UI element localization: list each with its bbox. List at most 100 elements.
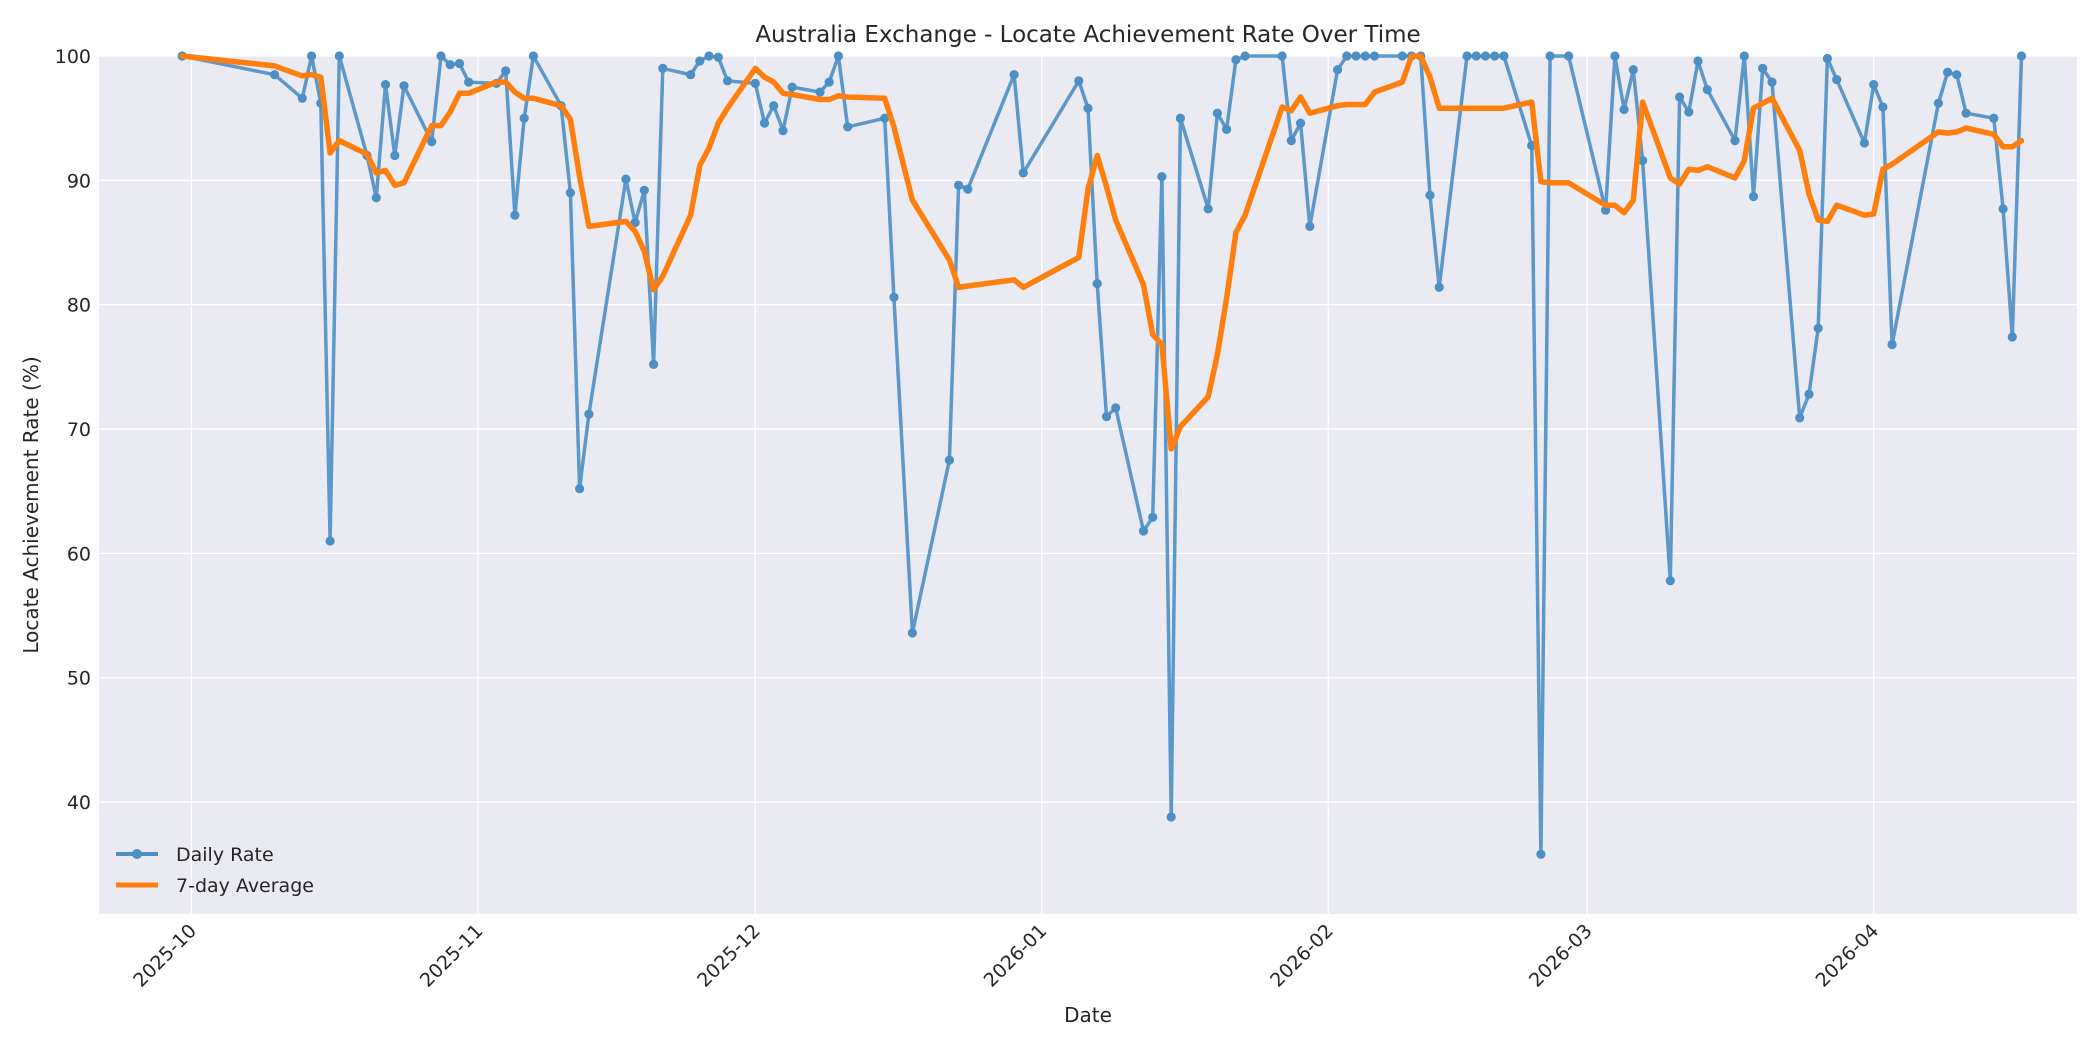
data-point	[1943, 67, 1953, 77]
data-point	[307, 51, 317, 61]
data-point	[649, 359, 659, 369]
data-point	[1804, 389, 1814, 399]
legend-marker-daily-rate	[132, 849, 142, 859]
data-point	[1739, 51, 1749, 61]
data-point	[1360, 51, 1370, 61]
data-point	[528, 51, 539, 61]
data-point	[787, 82, 797, 92]
legend-label-7-day-average: 7-day Average	[176, 875, 314, 897]
data-point	[1684, 107, 1694, 117]
data-point	[1638, 155, 1648, 166]
data-point	[1887, 339, 1897, 350]
data-point	[954, 180, 964, 190]
data-point	[1989, 113, 1999, 123]
data-point	[1702, 85, 1712, 95]
data-point	[454, 58, 465, 69]
data-point	[325, 536, 335, 546]
y-axis-label: Locate Achievement Rate (%)	[19, 356, 43, 653]
data-point	[907, 628, 918, 638]
data-point	[1333, 65, 1343, 75]
data-point	[713, 52, 723, 62]
data-point	[1813, 323, 1823, 333]
data-point	[963, 184, 973, 194]
data-point	[1499, 51, 1509, 61]
data-point	[510, 210, 520, 220]
data-point	[1471, 51, 1481, 61]
data-point	[1425, 190, 1435, 200]
data-point	[565, 188, 576, 198]
y-tick-label: 80	[67, 295, 91, 317]
chart-title: Australia Exchange - Locate Achievement …	[755, 22, 1420, 48]
data-point	[1166, 812, 1176, 822]
data-point	[1351, 51, 1361, 61]
data-point	[575, 484, 585, 494]
data-point	[843, 122, 853, 132]
data-point	[1933, 98, 1943, 108]
data-point	[334, 51, 344, 61]
data-point	[1277, 51, 1287, 61]
data-point	[501, 66, 511, 76]
data-point	[880, 113, 890, 123]
data-point	[1092, 279, 1102, 289]
data-point	[944, 455, 955, 465]
data-point	[658, 63, 668, 73]
data-point	[1148, 512, 1158, 522]
data-point	[1795, 413, 1805, 423]
data-point	[1675, 92, 1685, 102]
data-point	[436, 51, 446, 61]
data-point	[722, 76, 733, 86]
y-tick-label: 100	[55, 46, 91, 68]
data-point	[464, 77, 474, 87]
data-point	[427, 137, 437, 147]
data-point	[1619, 104, 1629, 115]
data-point	[1342, 51, 1352, 61]
data-point	[686, 70, 696, 80]
data-point	[1748, 191, 1759, 202]
data-point	[833, 51, 844, 61]
data-point	[1952, 70, 1962, 80]
y-tick-label: 40	[67, 792, 91, 814]
data-point	[1869, 80, 1879, 90]
data-point	[778, 126, 788, 136]
data-point	[1767, 77, 1777, 87]
legend: Daily Rate 7-day Average	[116, 844, 314, 897]
data-point	[390, 150, 400, 161]
data-point	[1074, 76, 1084, 86]
data-point	[824, 77, 834, 87]
data-point	[759, 118, 770, 128]
data-point	[750, 78, 760, 88]
data-point	[704, 51, 714, 61]
data-point	[1018, 168, 1028, 178]
data-point	[1101, 412, 1112, 422]
legend-label-daily-rate: Daily Rate	[176, 844, 274, 866]
data-point	[695, 56, 705, 66]
data-point	[371, 193, 381, 203]
data-point	[1434, 282, 1444, 292]
data-point	[1157, 172, 1167, 182]
data-point	[639, 185, 649, 195]
data-point	[1369, 51, 1380, 61]
data-point	[584, 409, 594, 419]
data-point	[1758, 63, 1768, 73]
data-point	[1610, 51, 1620, 61]
data-point	[1822, 53, 1832, 64]
data-point	[2016, 51, 2027, 61]
data-point	[297, 93, 307, 103]
data-point	[1832, 75, 1842, 85]
data-point	[1730, 136, 1740, 146]
data-point	[621, 174, 631, 184]
data-point	[1878, 102, 1888, 112]
data-point	[1998, 204, 2008, 214]
x-axis-label: Date	[1064, 1003, 1112, 1027]
data-point	[1462, 51, 1472, 61]
data-point	[1203, 204, 1213, 214]
y-tick-label: 50	[67, 668, 91, 690]
data-point	[1693, 56, 1703, 66]
y-tick-label: 60	[67, 543, 91, 565]
data-point	[445, 60, 455, 70]
data-point	[1961, 108, 1971, 118]
data-point	[1231, 55, 1241, 65]
y-tick-label: 90	[67, 170, 91, 192]
data-point	[1480, 51, 1490, 61]
